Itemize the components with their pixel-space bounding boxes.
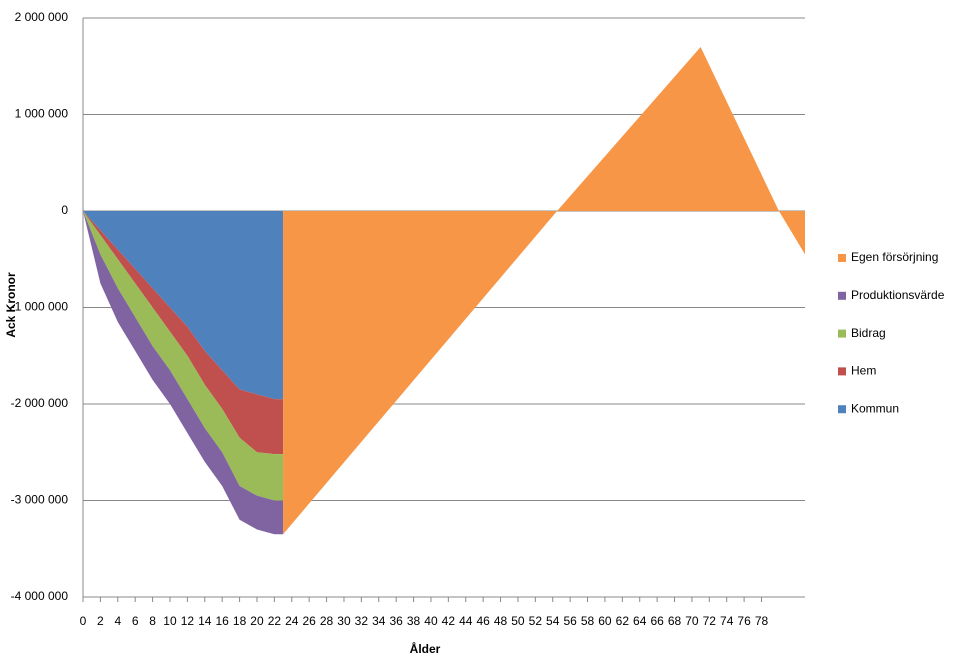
x-tick-label: 12 [181, 614, 195, 628]
x-tick-label: 6 [132, 614, 139, 628]
x-tick-label: 26 [302, 614, 316, 628]
legend-label: Produktionsvärde [851, 288, 945, 302]
y-tick-label: -4 000 000 [11, 589, 69, 603]
area [283, 46, 806, 535]
x-tick-label: 18 [233, 614, 247, 628]
x-tick-label: 38 [407, 614, 421, 628]
x-tick-label: 4 [114, 614, 121, 628]
y-axis-title: Ack Kronor [4, 272, 18, 338]
x-tick-label: 58 [581, 614, 595, 628]
x-tick-label: 56 [563, 614, 577, 628]
legend-swatch [838, 291, 846, 300]
x-tick-label: 36 [389, 614, 403, 628]
x-axis-title: Ålder [410, 641, 441, 656]
legend-swatch [838, 367, 846, 376]
x-tick-label: 74 [720, 614, 734, 628]
legend-label: Bidrag [851, 326, 886, 340]
x-tick-label: 16 [216, 614, 230, 628]
x-tick-label: 72 [703, 614, 717, 628]
x-tick-label: 10 [163, 614, 177, 628]
x-tick-label: 22 [268, 614, 282, 628]
area [83, 211, 284, 455]
x-tick-label: 20 [250, 614, 264, 628]
x-tick-label: 76 [737, 614, 751, 628]
y-tick-label: 2 000 000 [15, 10, 69, 24]
legend-swatch [838, 254, 846, 262]
x-tick-label: 62 [616, 614, 630, 628]
y-tick-label: -3 000 000 [11, 493, 69, 507]
x-tick-label: 66 [650, 614, 664, 628]
x-tick-label: 70 [685, 614, 699, 628]
x-tick-label: 42 [442, 614, 456, 628]
legend-swatch [838, 405, 846, 414]
x-tick-label: 14 [198, 614, 212, 628]
x-tick-label: 0 [80, 614, 87, 628]
x-tick-label: 44 [459, 614, 473, 628]
x-tick-label: 34 [372, 614, 386, 628]
y-tick-label: -2 000 000 [11, 396, 69, 410]
legend-label: Hem [851, 364, 876, 378]
x-tick-label: 8 [149, 614, 156, 628]
x-tick-label: 64 [633, 614, 647, 628]
legend-label: Egen försörjning [851, 250, 938, 264]
x-tick-label: 40 [424, 614, 438, 628]
x-tick-label: 78 [755, 614, 769, 628]
y-tick-label: 1 000 000 [15, 107, 69, 121]
area [83, 211, 284, 400]
x-tick-label: 28 [320, 614, 334, 628]
x-tick-label: 24 [285, 614, 299, 628]
x-tick-label: 48 [494, 614, 508, 628]
legend-swatch [838, 329, 846, 338]
area [83, 211, 284, 535]
y-tick-label: 0 [61, 203, 68, 217]
x-tick-label: 52 [529, 614, 543, 628]
x-tick-label: 54 [546, 614, 560, 628]
x-tick-label: 46 [476, 614, 490, 628]
area [83, 211, 284, 501]
x-tick-label: 50 [511, 614, 525, 628]
y-tick-label: -1 000 000 [11, 300, 69, 314]
legend-label: Kommun [851, 401, 899, 415]
x-tick-label: 60 [598, 614, 612, 628]
x-tick-label: 2 [97, 614, 104, 628]
x-tick-label: 68 [668, 614, 682, 628]
x-tick-label: 30 [337, 614, 351, 628]
x-tick-label: 32 [355, 614, 369, 628]
